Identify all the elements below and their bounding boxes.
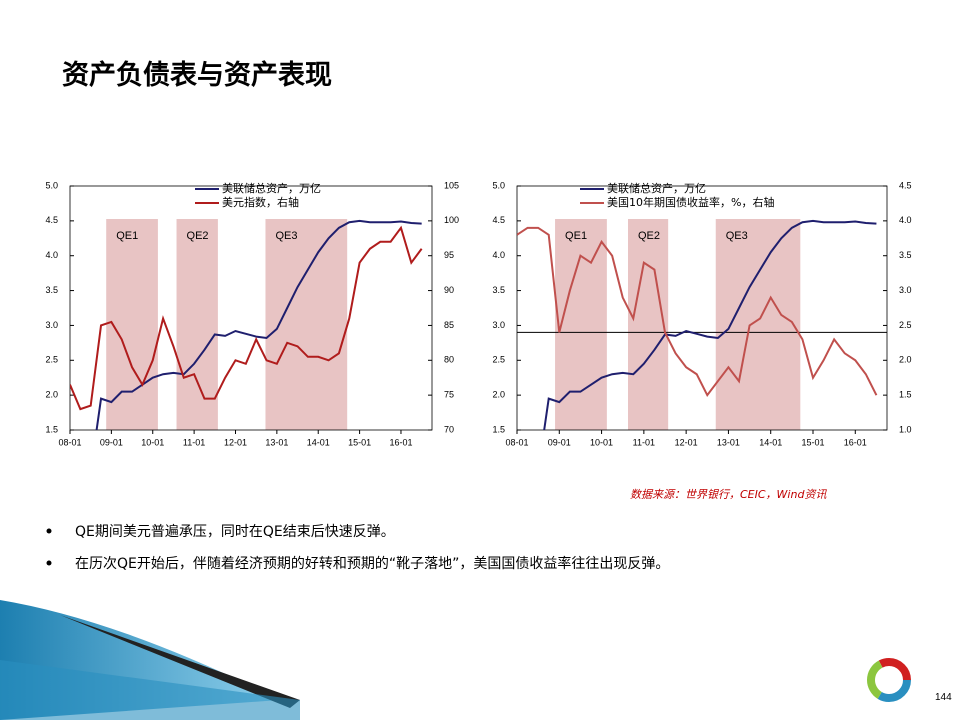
qe-label: QE2: [187, 230, 209, 242]
qe-region: [176, 219, 218, 430]
y-tick-label: 4.0: [45, 250, 58, 260]
y-tick-label: 3.5: [492, 285, 505, 295]
qe-region: [265, 219, 348, 430]
qe-label: QE3: [275, 230, 297, 242]
y2-tick-label: 80: [444, 355, 454, 365]
legend-label: 美联储总资产，万亿: [607, 181, 706, 195]
qe-region: [106, 219, 158, 430]
y-tick-label: 3.5: [45, 285, 58, 295]
bullet-dot: [46, 528, 52, 534]
logo: [867, 658, 911, 702]
qe-label: QE1: [116, 230, 138, 242]
y2-tick-label: 90: [444, 285, 454, 295]
y-tick-label: 2.0: [492, 390, 505, 400]
y2-tick-label: 4.0: [899, 215, 912, 225]
x-tick-label: 08-01: [505, 437, 528, 447]
plot-frame: [69, 185, 433, 431]
y-tick-label: 3.0: [492, 320, 505, 330]
qe-label: QE3: [726, 230, 748, 242]
x-tick-label: 14-01: [759, 437, 782, 447]
decor-swoosh-line: [60, 615, 300, 708]
y2-tick-label: 95: [444, 250, 454, 260]
bullet-text: 在历次QE开始后，伴随着经济预期的好转和预期的“靴子落地”，美国国债收益率往往出…: [75, 555, 669, 572]
y-tick-label: 2.5: [492, 355, 505, 365]
y2-tick-label: 4.5: [899, 180, 912, 190]
y-tick-label: 2.0: [45, 390, 58, 400]
legend-label: 美国10年期国债收益率，%，右轴: [607, 195, 774, 209]
y2-tick-label: 1.5: [899, 390, 912, 400]
y2-tick-label: 2.5: [899, 320, 912, 330]
page-number: 144: [935, 692, 952, 703]
y-tick-label: 5.0: [45, 180, 58, 190]
y-tick-label: 4.0: [492, 250, 505, 260]
qe-region: [628, 219, 669, 430]
x-tick-label: 12-01: [224, 437, 247, 447]
x-tick-label: 10-01: [590, 437, 613, 447]
y-tick-label: 5.0: [492, 180, 505, 190]
y-tick-label: 2.5: [45, 355, 58, 365]
y2-tick-label: 1.0: [899, 424, 912, 434]
qe-label: QE1: [565, 230, 587, 242]
slide-title: 资产负债表与资产表现: [62, 60, 332, 91]
legend-label: 美联储总资产，万亿: [222, 181, 321, 195]
y-tick-label: 4.5: [45, 215, 58, 225]
bullet-text: QE期间美元普遍承压，同时在QE结束后快速反弹。: [75, 524, 395, 540]
y2-tick-label: 70: [444, 424, 454, 434]
y-tick-label: 1.5: [492, 424, 505, 434]
qe-label: QE2: [638, 230, 660, 242]
y2-tick-label: 3.5: [899, 250, 912, 260]
series-line: [70, 225, 423, 411]
x-tick-label: 09-01: [100, 437, 123, 447]
qe-region: [555, 219, 607, 430]
y2-tick-label: 75: [444, 390, 454, 400]
x-tick-label: 11-01: [633, 437, 655, 447]
series-line: [543, 219, 877, 430]
source-note: 数据来源：世界银行，CEIC，Wind资讯: [630, 488, 827, 501]
y2-tick-label: 100: [444, 215, 459, 225]
y-tick-label: 4.5: [492, 215, 505, 225]
x-tick-label: 11-01: [183, 437, 205, 447]
series-line: [517, 226, 878, 398]
x-tick-label: 14-01: [307, 437, 330, 447]
y-tick-label: 3.0: [45, 320, 58, 330]
y2-tick-label: 85: [444, 320, 454, 330]
plot-frame: [516, 185, 888, 431]
x-tick-label: 15-01: [801, 437, 824, 447]
x-tick-label: 12-01: [675, 437, 698, 447]
x-tick-label: 16-01: [844, 437, 867, 447]
qe-region: [715, 219, 801, 430]
x-tick-label: 15-01: [348, 437, 371, 447]
legend-label: 美元指数，右轴: [222, 195, 299, 209]
y-tick-label: 1.5: [45, 424, 58, 434]
x-tick-label: 13-01: [265, 437, 288, 447]
y2-tick-label: 2.0: [899, 355, 912, 365]
y2-tick-label: 105: [444, 180, 459, 190]
bullet-dot: [46, 560, 52, 566]
x-tick-label: 16-01: [389, 437, 412, 447]
x-tick-label: 13-01: [717, 437, 740, 447]
y2-tick-label: 3.0: [899, 285, 912, 295]
decor-swoosh: [0, 660, 300, 720]
x-tick-label: 08-01: [58, 437, 81, 447]
x-tick-label: 09-01: [548, 437, 571, 447]
x-tick-label: 10-01: [141, 437, 164, 447]
series-line: [95, 219, 422, 430]
